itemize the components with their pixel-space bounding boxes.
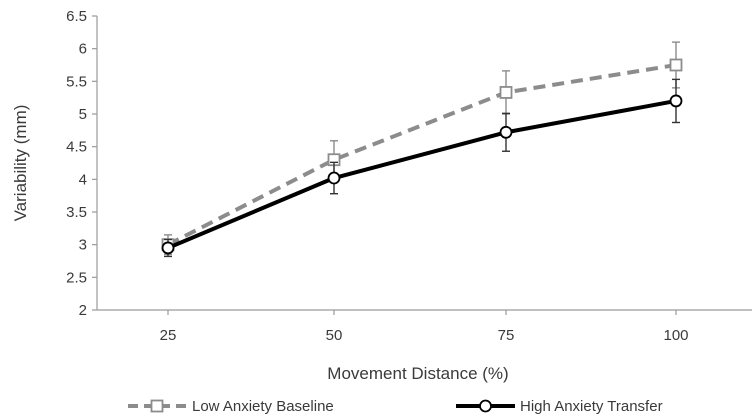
y-tick-label: 4 bbox=[79, 171, 87, 188]
y-tick-label: 5 bbox=[79, 106, 87, 123]
legend-item-high-anxiety-transfer: High Anxiety Transfer bbox=[456, 398, 663, 415]
series-layer bbox=[161, 41, 683, 258]
y-tick-label: 4.5 bbox=[66, 139, 87, 156]
series-low-anxiety-baseline bbox=[161, 41, 683, 256]
y-tick-label: 5.5 bbox=[66, 73, 87, 90]
legend: Low Anxiety Baseline High Anxiety Transfe… bbox=[128, 398, 663, 415]
x-tick-labels: 25 50 75 100 bbox=[160, 327, 689, 344]
legend-label: High Anxiety Transfer bbox=[520, 398, 663, 415]
y-tick-label: 3.5 bbox=[66, 204, 87, 221]
x-tick-label: 25 bbox=[160, 327, 177, 344]
axes bbox=[92, 15, 752, 315]
x-tick-label: 75 bbox=[498, 327, 515, 344]
y-axis-title: Variability (mm) bbox=[11, 105, 30, 222]
y-tick-label: 6 bbox=[79, 41, 87, 58]
y-tick-labels: 2 2.5 3 3.5 4 4.5 5 5.5 6 6.5 bbox=[66, 8, 87, 319]
x-tick-label: 100 bbox=[663, 327, 688, 344]
y-tick-label: 6.5 bbox=[66, 8, 87, 25]
y-tick-label: 2 bbox=[79, 302, 87, 319]
legend-label: Low Anxiety Baseline bbox=[192, 398, 334, 415]
legend-item-low-anxiety-baseline: Low Anxiety Baseline bbox=[128, 398, 334, 415]
data-point bbox=[499, 125, 513, 139]
data-point bbox=[669, 58, 683, 72]
y-tick-label: 2.5 bbox=[66, 269, 87, 286]
data-point bbox=[161, 241, 175, 255]
data-point bbox=[669, 94, 683, 108]
series-line bbox=[167, 63, 677, 247]
series-high-anxiety-transfer bbox=[161, 78, 683, 258]
legend-marker bbox=[150, 399, 164, 413]
x-axis-title: Movement Distance (%) bbox=[327, 364, 508, 383]
x-tick-label: 50 bbox=[326, 327, 343, 344]
series-line bbox=[167, 98, 677, 250]
data-point bbox=[327, 171, 341, 185]
data-point bbox=[499, 86, 513, 99]
y-tick-label: 3 bbox=[79, 237, 87, 254]
legend-marker bbox=[479, 399, 492, 413]
